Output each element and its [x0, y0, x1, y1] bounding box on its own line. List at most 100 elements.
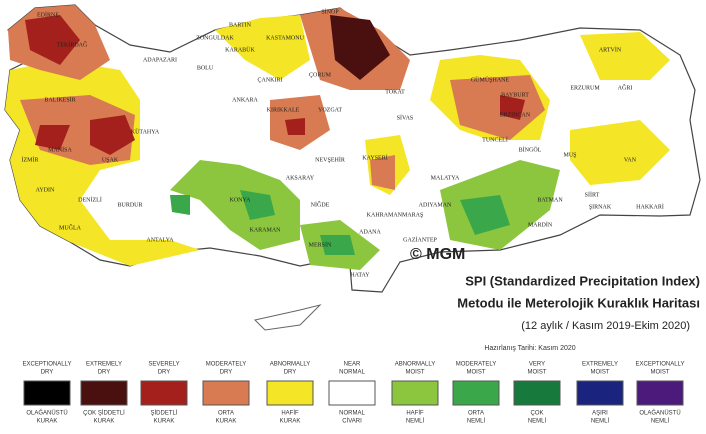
province-label: MARDİN [528, 221, 553, 228]
legend-top: EXTREMELY [582, 362, 618, 368]
province-label: MALATYA [431, 175, 460, 181]
province-label: İZMİR [22, 156, 39, 163]
legend-bottom: NORMAL [339, 411, 365, 417]
legend-bottom: NEMLİ [467, 418, 486, 425]
legend-top: MOIST [591, 370, 610, 376]
dry-area [330, 15, 390, 80]
legend-swatch [23, 380, 71, 406]
title-line: Metodu ile Meterolojik Kuraklık Haritası [457, 295, 700, 310]
province-label: DENİZLİ [78, 196, 102, 203]
legend-top: DRY [98, 370, 111, 376]
legend: EXCEPTIONALLY DRY OLAĞANÜSTÜ KURAK EXTREMELY… [23, 362, 685, 425]
province-label: VAN [624, 157, 637, 163]
legend-top: ABNORMALLY [395, 362, 436, 368]
legend-top: VERY [529, 362, 545, 368]
legend-swatch [202, 380, 250, 406]
province-label: KONYA [230, 197, 252, 203]
province-label: ERZURUM [570, 85, 600, 91]
legend-swatch [636, 380, 684, 406]
province-label: KIRIKKALE [267, 107, 300, 113]
province-label: SİNOP [321, 8, 339, 15]
legend-top: EXCEPTIONALLY [636, 362, 685, 368]
province-label: ERZİNCAN [500, 111, 531, 118]
legend-bottom: ÇOK ŞİDDETLİ [83, 410, 125, 417]
province-label: KAYSERİ [362, 154, 387, 161]
legend-bottom: NEMLİ [591, 418, 610, 425]
legend-bottom: KURAK [280, 419, 301, 425]
province-label: ARTVİN [599, 46, 622, 53]
province-label: AKSARAY [286, 175, 315, 181]
legend-top: DRY [220, 370, 233, 376]
province-label: AĞRI [618, 83, 633, 91]
dry-area [215, 15, 670, 195]
legend-top: ABNORMALLY [270, 362, 311, 368]
province-label: TOKAT [385, 89, 405, 95]
legend-swatch [266, 380, 314, 406]
province-label: NEVŞEHİR [315, 156, 345, 163]
province-label: EDİRNE [37, 11, 59, 18]
province-label: ÇANKIRI [258, 77, 283, 83]
legend-bottom: OLAĞANÜSTÜ [26, 410, 67, 417]
legend-bottom: OLAĞANÜSTÜ [639, 410, 680, 417]
province-label: ADIYAMAN [419, 202, 452, 208]
legend-top: DRY [158, 370, 171, 376]
legend-bottom: ORTA [218, 411, 234, 417]
province-label: GAZİANTEP [403, 236, 437, 243]
province-label: MANİSA [48, 146, 72, 153]
legend-bottom: ÇOK [530, 411, 543, 417]
legend-bottom: AŞIRI [592, 411, 608, 417]
province-label: MERSİN [309, 241, 332, 248]
dry-area [285, 95, 525, 135]
province-label: BARTIN [229, 22, 252, 28]
province-label: BURDUR [117, 202, 142, 208]
legend-top: NEAR [344, 362, 361, 368]
legend-bottom: HAFİF [406, 410, 424, 417]
province-label: AYDIN [36, 187, 55, 193]
legend-bottom: ŞİDDETLİ [150, 410, 177, 417]
province-label: ANTALYA [146, 237, 174, 243]
province-label: UŞAK [102, 157, 119, 163]
legend-swatch [513, 380, 561, 406]
legend-top: EXTREMELY [86, 362, 122, 368]
province-label: ADAPAZARI [143, 57, 177, 63]
date: Hazırlanış Tarihi: Kasım 2020 [484, 345, 575, 352]
legend-top: SEVERELY [148, 362, 179, 368]
legend-bottom: HAFİF [281, 410, 299, 417]
province-label: HAKKARİ [636, 203, 664, 210]
province-label: ADANA [359, 229, 381, 235]
province-label: BAYBURT [501, 92, 529, 98]
title-line: (12 aylık / Kasım 2019-Ekim 2020) [521, 320, 690, 332]
legend-top: MOIST [651, 370, 670, 376]
province-label: NİĞDE [311, 200, 330, 208]
legend-top: NORMAL [339, 370, 365, 376]
province-label: BALIKESİR [44, 96, 75, 103]
cyprus [254, 304, 322, 331]
province-label: KARAMAN [249, 227, 281, 233]
legend-top: MOIST [528, 370, 547, 376]
legend-swatch [328, 380, 376, 406]
province-label: GÜMÜŞHANE [471, 76, 510, 83]
turkey-map [4, 4, 701, 331]
province-label: TEKİRDAĞ [57, 40, 88, 48]
province-label: KARABÜK [225, 46, 255, 53]
province-label: KASTAMONU [266, 35, 305, 41]
legend-bottom: KURAK [216, 419, 237, 425]
province-label: BİNGÖL [519, 146, 542, 153]
legend-top: MODERATELY [206, 362, 246, 368]
legend-bottom: KURAK [154, 419, 175, 425]
legend-top: MOIST [406, 370, 425, 376]
province-label: SİİRT [585, 191, 600, 198]
province-label: HATAY [350, 272, 370, 278]
legend-bottom: ORTA [468, 411, 484, 417]
legend-swatch [140, 380, 188, 406]
province-label: SİVAS [397, 114, 414, 121]
legend-top: MODERATELY [456, 362, 496, 368]
legend-bottom: NEMLİ [651, 418, 670, 425]
moist-area [170, 190, 510, 255]
dry-area [25, 15, 135, 155]
province-label: BATMAN [537, 197, 563, 203]
province-label: MUĞLA [59, 223, 82, 231]
province-label: ŞIRNAK [589, 204, 612, 210]
legend-bottom: NEMLİ [406, 418, 425, 425]
